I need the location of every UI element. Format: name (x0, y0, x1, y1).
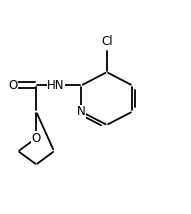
Text: O: O (8, 79, 17, 92)
Text: O: O (32, 132, 41, 144)
Text: Cl: Cl (101, 35, 113, 48)
Text: HN: HN (47, 79, 65, 92)
Text: N: N (77, 105, 86, 118)
